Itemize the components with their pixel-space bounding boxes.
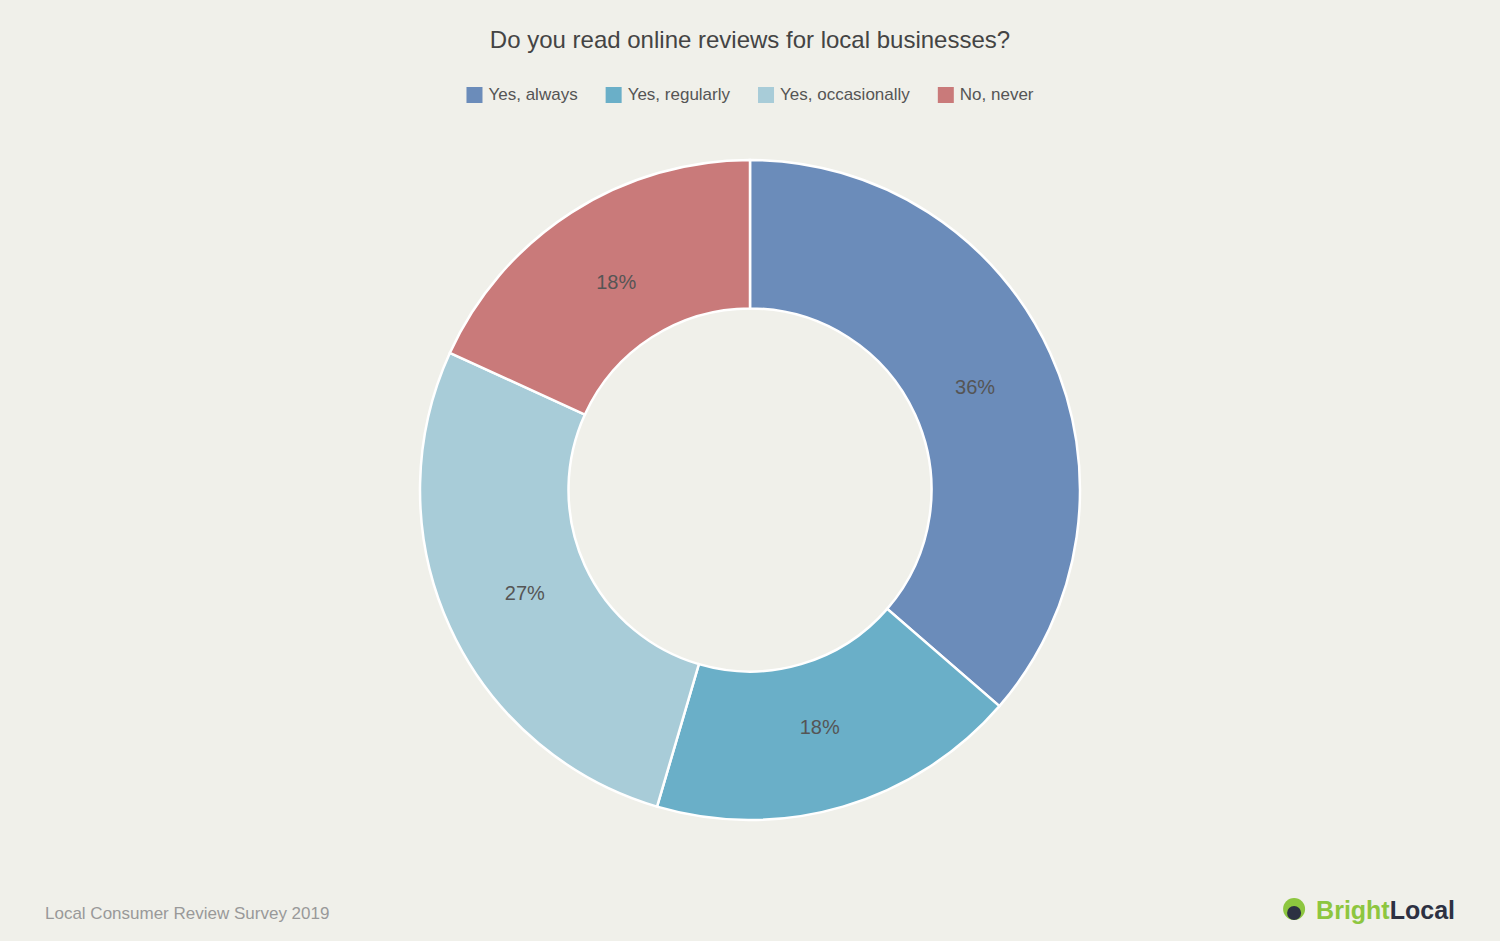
legend-swatch <box>758 87 774 103</box>
logo-pin-body <box>1287 906 1301 920</box>
slice <box>420 353 699 807</box>
legend: Yes, always Yes, regularly Yes, occasional… <box>466 85 1033 104</box>
branding: BrightLocal <box>1283 896 1455 924</box>
slice <box>657 609 999 820</box>
slice <box>450 160 750 415</box>
footer-left: Local Consumer Review Survey 2019 <box>45 904 329 923</box>
legend-item: Yes, always <box>466 85 577 104</box>
slices <box>420 160 1080 820</box>
data-labels: 36% 18% 27% 18% <box>505 271 996 739</box>
chart-svg: Do you read online reviews for local bus… <box>0 0 1500 941</box>
legend-swatch <box>466 87 482 103</box>
legend-label: No, never <box>960 85 1034 104</box>
data-label: 27% <box>505 582 545 604</box>
brand-text: Bright <box>1316 896 1390 924</box>
data-label: 18% <box>800 716 840 738</box>
slice <box>750 160 1080 706</box>
brand-text: Local <box>1390 896 1455 924</box>
title: Do you read online reviews for local bus… <box>490 26 1010 53</box>
logo-pin-head <box>1283 898 1305 920</box>
legend-item: No, never <box>938 85 1034 104</box>
legend-item: Yes, occasionally <box>758 85 910 104</box>
data-label: 18% <box>596 271 636 293</box>
legend-label: Yes, regularly <box>628 85 731 104</box>
background <box>0 0 1500 941</box>
legend-swatch <box>938 87 954 103</box>
legend-label: Yes, occasionally <box>780 85 910 104</box>
data-label: 36% <box>955 376 995 398</box>
legend-swatch <box>606 87 622 103</box>
legend-label: Yes, always <box>488 85 577 104</box>
legend-item: Yes, regularly <box>606 85 731 104</box>
donut: 36% 18% 27% 18% <box>420 160 1080 820</box>
